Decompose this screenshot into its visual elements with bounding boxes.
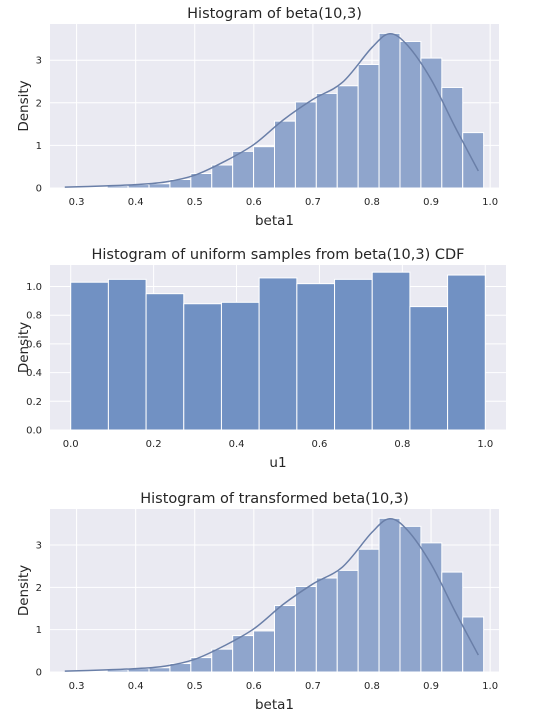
x-tick-label: 0.5 [187,197,203,208]
histogram-bar [441,86,464,189]
y-axis-label: Density [16,565,32,616]
y-tick-label: 1 [36,625,42,636]
histogram-bar [294,101,317,189]
y-tick-label: 0.0 [26,426,42,437]
histogram-bar [420,57,443,189]
x-tick-label: 0.8 [364,681,380,692]
histogram-bar [315,92,338,189]
y-tick-label: 0 [36,668,42,679]
kde-line [64,33,479,188]
x-tick-label: 0.9 [423,197,439,208]
histogram-bar [232,150,255,189]
x-tick-label: 0.7 [305,197,321,208]
y-tick-label: 0.6 [26,339,42,350]
y-tick-label: 1.0 [26,282,42,293]
x-tick-label: 0.8 [364,197,380,208]
histogram-bar [409,306,449,431]
histogram-bar [274,120,296,189]
chart-title: Histogram of transformed beta(10,3) [140,491,409,507]
histogram-bar [85,670,108,673]
histogram-bar [107,278,147,431]
chart-title: Histogram of uniform samples from beta(1… [91,247,464,263]
y-tick-label: 3 [36,540,42,551]
histogram-bar [148,183,171,189]
x-tick-label: 0.3 [69,197,85,208]
histogram-bar [296,283,336,431]
y-tick-label: 3 [36,56,42,67]
x-tick-label: 0.6 [312,439,328,450]
histogram-bar [232,635,255,673]
x-axis-label: beta1 [255,213,294,229]
histogram-bar [258,277,298,431]
x-tick-label: 0.9 [423,681,439,692]
histogram-bar [420,542,443,673]
x-tick-label: 0.8 [394,439,410,450]
histogram-bar [70,281,109,431]
histogram-bar [336,85,359,189]
histogram-bar [211,648,234,673]
histogram-bar [399,40,422,189]
histogram-bar [220,301,260,431]
x-axis-label: beta1 [255,697,294,713]
x-tick-label: 0.7 [305,681,321,692]
y-axis-label: Density [16,80,32,131]
kde-line [64,517,479,672]
histogram-bar [253,630,276,673]
y-tick-label: 0 [36,184,42,195]
y-tick-label: 1 [36,141,42,152]
chart-uniform-histogram: 0.0 0.2 0.4 0.6 0.8 1.0 0.0 0.2 0.4 0.6 0.8 1.0 Hist… [16,247,506,471]
y-tick-label: 0.2 [26,397,42,408]
histogram-bar [183,303,222,431]
x-tick-label: 0.4 [128,197,144,208]
x-tick-label: 1.0 [482,197,498,208]
x-tick-label: 1.0 [477,439,493,450]
x-tick-label: 1.0 [482,681,498,692]
y-tick-label: 0.4 [26,368,42,379]
x-tick-label: 0.6 [246,197,262,208]
histogram-bar [336,569,359,673]
x-tick-label: 0.0 [63,439,79,450]
histogram-bar [447,274,486,431]
x-axis-label: u1 [269,455,286,471]
chart-title: Histogram of beta(10,3) [187,6,362,22]
y-axis-label: Density [16,322,32,373]
y-tick-label: 0.8 [26,311,42,322]
y-tick-label: 2 [36,583,42,594]
histogram-bar [211,164,234,189]
histogram-bar [85,186,108,189]
histogram-bar [378,517,401,673]
histogram-bar [357,63,380,189]
y-tick-label: 2 [36,98,42,109]
x-tick-label: 0.6 [246,681,262,692]
histogram-bar [315,577,338,673]
histogram-bar [274,605,296,673]
chart-beta-histogram: 0.3 0.4 0.5 0.6 0.7 0.8 0.9 1.0 0 1 2 3 Histogram of… [16,6,499,229]
x-tick-label: 0.4 [229,439,245,450]
histogram-bar [145,293,185,431]
histogram-bar [357,548,380,673]
histogram-bar [399,525,422,673]
histogram-bar [441,571,464,673]
histogram-bar [334,278,373,431]
histogram-bar [294,585,317,673]
chart-transformed-beta-histogram: 0.3 0.4 0.5 0.6 0.7 0.8 0.9 1.0 0 1 2 3 Histogram of… [16,491,499,713]
histogram-bar [371,271,411,431]
x-tick-label: 0.4 [128,681,144,692]
histogram-bar [253,146,276,189]
histogram-bar [148,667,171,673]
histogram-bar [378,32,401,189]
x-tick-label: 0.2 [146,439,162,450]
x-tick-label: 0.3 [69,681,85,692]
x-tick-label: 0.5 [187,681,203,692]
